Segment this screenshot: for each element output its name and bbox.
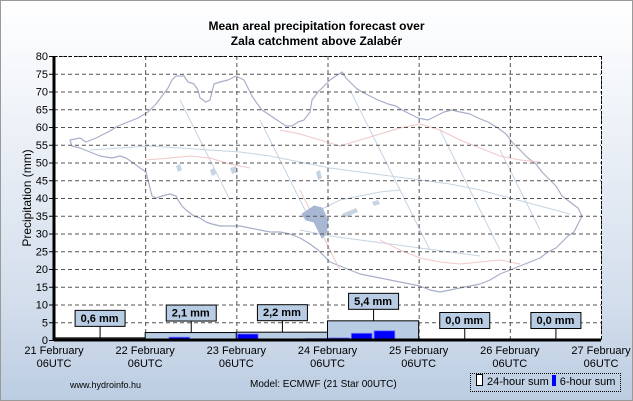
x-tick-label-date: 25 February bbox=[389, 345, 449, 357]
value-label-background bbox=[165, 304, 217, 322]
legend-swatch-24-hour bbox=[476, 374, 483, 386]
y-tick-label: 75 bbox=[36, 69, 48, 81]
y-tick-label: 70 bbox=[36, 87, 48, 99]
y-tick-label: 45 bbox=[36, 175, 48, 187]
y-tick-label: 40 bbox=[36, 193, 48, 205]
value-labels: 0,6 mm 2,1 mm 2,2 mm 5,4 mm 0,0 mm 0,0 mm bbox=[74, 292, 582, 340]
value-label-box: 0,0 mm bbox=[530, 312, 582, 340]
x-tick-label-time: 06UTC bbox=[310, 358, 345, 370]
x-tick-label-time: 06UTC bbox=[128, 358, 163, 370]
chart-title-line-1: Mean areal precipitation forecast over bbox=[208, 19, 425, 33]
y-tick-label: 20 bbox=[36, 264, 48, 276]
y-tick-label: 0 bbox=[42, 335, 48, 347]
catchment-outline bbox=[69, 71, 583, 293]
value-label-text: 0,0 mm bbox=[536, 315, 574, 327]
x-tick-label-time: 06UTC bbox=[219, 358, 254, 370]
y-tick-label: 30 bbox=[36, 229, 48, 241]
value-label-background bbox=[74, 309, 126, 327]
legend-swatch-6-hour bbox=[551, 375, 556, 386]
x-tick-label-date: 22 February bbox=[116, 345, 176, 357]
value-label-background bbox=[530, 312, 582, 329]
source-url[interactable]: www.hydroinfo.hu bbox=[70, 380, 142, 390]
x-tick-label-time: 06UTC bbox=[492, 358, 527, 370]
y-tick-label: 50 bbox=[36, 158, 48, 170]
legend-label-6-hour: 6-hour sum bbox=[559, 376, 616, 388]
x-tick-label-date: 23 February bbox=[207, 345, 267, 357]
legend-label-24-hour: 24-hour sum bbox=[487, 376, 549, 388]
value-label-text: 0,0 mm bbox=[445, 315, 483, 327]
x-tick-label-time: 06UTC bbox=[37, 358, 72, 370]
grid-lines bbox=[54, 56, 602, 340]
value-label-box: 0,6 mm bbox=[74, 309, 126, 338]
y-tick-label: 10 bbox=[36, 300, 48, 312]
y-tick-label: 25 bbox=[36, 246, 48, 258]
value-label-text: 2,2 mm bbox=[263, 307, 301, 319]
lake-balaton-region bbox=[301, 205, 329, 239]
x-tick-label-time: 06UTC bbox=[584, 358, 619, 370]
chart-title: Mean areal precipitation forecast over Z… bbox=[0, 19, 633, 49]
x-tick-label-date: 21 February bbox=[24, 345, 84, 357]
y-tick-label: 5 bbox=[42, 317, 48, 329]
value-label-text: 0,6 mm bbox=[81, 313, 119, 325]
x-tick-label-date: 27 February bbox=[571, 345, 631, 357]
model-info: Model: ECMWF (21 Star 00UTC) bbox=[250, 379, 397, 390]
value-label-box: 0,0 mm bbox=[439, 312, 491, 340]
river-lines bbox=[89, 89, 571, 257]
value-label-text: 2,1 mm bbox=[172, 308, 210, 320]
border-lines bbox=[145, 123, 541, 271]
value-label-box: 5,4 mm bbox=[348, 292, 400, 321]
y-tick-label: 15 bbox=[36, 282, 48, 294]
x-tick-label-time: 06UTC bbox=[401, 358, 436, 370]
value-label-text: 5,4 mm bbox=[354, 296, 392, 308]
value-label-box: 2,2 mm bbox=[256, 304, 308, 333]
value-label-box: 2,1 mm bbox=[165, 304, 217, 333]
value-label-background bbox=[439, 312, 491, 329]
value-label-background bbox=[348, 292, 400, 310]
catchment-map-background bbox=[69, 71, 583, 293]
y-tick-label: 80 bbox=[36, 51, 48, 63]
y-axis-title: Precipitation (mm) bbox=[20, 149, 34, 246]
y-tick-label: 60 bbox=[36, 122, 48, 134]
value-label-background bbox=[256, 304, 308, 322]
y-tick-label: 35 bbox=[36, 211, 48, 223]
bar-24-hour bbox=[327, 320, 420, 341]
chart-title-line-2: Zala catchment above Zalabér bbox=[230, 34, 403, 48]
y-tick-label: 65 bbox=[36, 104, 48, 116]
x-tick-label-date: 24 February bbox=[298, 345, 358, 357]
y-axis-ticks: 0 5 10 15 20 25 30 35 40 45 50 55 60 65 70 75 80 bbox=[36, 51, 54, 347]
x-tick-label-date: 26 February bbox=[480, 345, 540, 357]
legend: 24-hour sum 6-hour sum bbox=[470, 373, 621, 392]
y-tick-label: 55 bbox=[36, 140, 48, 152]
